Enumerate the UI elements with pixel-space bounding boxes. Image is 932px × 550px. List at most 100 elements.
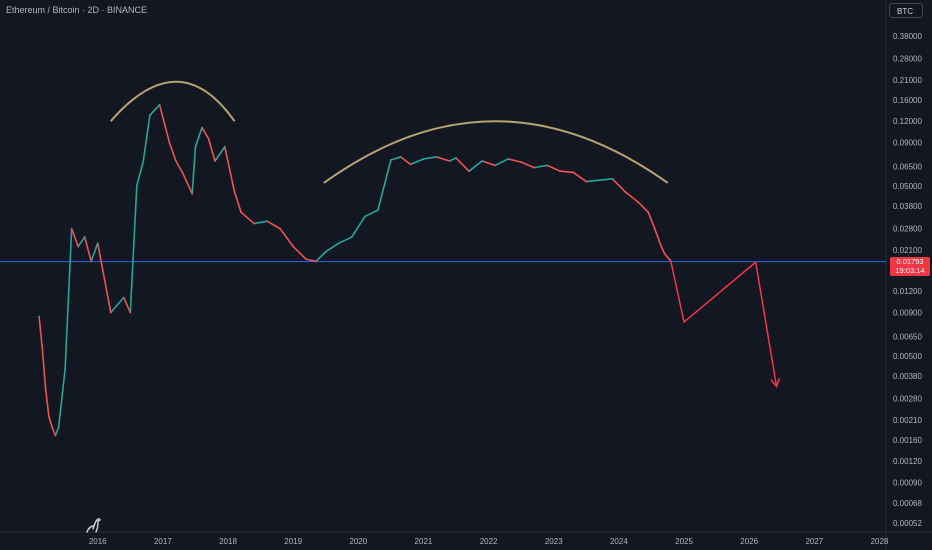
price-series-segment: [90, 242, 99, 263]
price-point: [363, 215, 366, 218]
price-point: [572, 171, 575, 174]
price-point: [507, 158, 510, 160]
y-tick-label: 0.09000: [893, 138, 922, 147]
price-point: [624, 191, 627, 193]
price-series-segment: [624, 191, 640, 204]
y-tick-label: 0.00052: [893, 519, 922, 528]
x-tick-label: 2019: [284, 537, 302, 546]
price-series-segment: [435, 156, 451, 162]
price-series-segment: [350, 215, 366, 238]
price-point: [70, 227, 73, 230]
price-point: [598, 179, 601, 182]
tradingview-dino-icon[interactable]: [84, 514, 104, 534]
y-tick-label: 0.00120: [893, 457, 922, 466]
price-point: [47, 415, 50, 418]
x-tick-label: 2023: [545, 537, 563, 546]
price-point: [64, 367, 67, 370]
price-point: [83, 236, 86, 238]
currency-unit-badge[interactable]: BTC: [889, 3, 923, 18]
x-tick-label: 2022: [480, 537, 498, 546]
y-tick-label: 0.21000: [893, 76, 922, 85]
price-series-segment: [647, 211, 656, 230]
projection-path: [670, 261, 778, 387]
price-series-segment: [233, 191, 242, 213]
price-series-segment: [409, 158, 425, 166]
y-tick-label: 0.03800: [893, 202, 922, 211]
price-series-segment: [77, 236, 86, 248]
price-point: [54, 434, 57, 437]
price-series-segment: [44, 388, 50, 418]
x-tick-label: 2026: [740, 537, 758, 546]
price-point: [129, 311, 132, 314]
price-series-segment: [422, 156, 438, 160]
price-point: [181, 171, 184, 174]
current-price-tag: 0.01793 19:03:14: [890, 257, 930, 276]
y-tick-label: 0.00210: [893, 416, 922, 425]
price-series-segment: [399, 156, 412, 166]
current-price-label: 0.01793: [896, 257, 924, 266]
price-series-segment: [585, 179, 601, 183]
price-point: [41, 347, 44, 350]
price-point: [201, 126, 203, 129]
price-point: [266, 220, 269, 223]
y-tick-label: 0.00650: [893, 332, 922, 341]
price-point: [214, 160, 216, 162]
price-series-segment: [201, 126, 210, 140]
chart-title: Ethereum / Bitcoin · 2D · BINANCE: [6, 5, 148, 15]
price-series-segment: [181, 171, 193, 195]
price-point: [223, 145, 226, 148]
price-point: [533, 166, 536, 169]
x-tick-label: 2018: [219, 537, 237, 546]
price-point: [51, 426, 54, 429]
price-series-segment: [129, 185, 138, 314]
price-point: [422, 158, 425, 160]
price-series-segment: [109, 296, 125, 314]
price-series-segment: [223, 145, 236, 193]
price-series-segment: [96, 242, 112, 314]
price-point: [142, 160, 145, 162]
price-series-segment: [240, 211, 255, 225]
top-arc-annotation-2017: [109, 80, 236, 122]
price-series-segment: [660, 245, 666, 255]
x-tick-label: 2020: [349, 537, 367, 546]
price-series-segment: [83, 236, 93, 263]
price-point: [240, 211, 242, 214]
x-tick-label: 2021: [415, 537, 433, 546]
price-point: [207, 137, 210, 140]
y-tick-label: 0.28000: [893, 55, 922, 64]
price-point: [647, 211, 650, 214]
price-point: [520, 161, 523, 163]
price-series-segment: [57, 367, 66, 429]
price-point: [253, 222, 255, 225]
price-point: [109, 311, 112, 314]
price-point: [559, 170, 562, 173]
price-series-segment: [598, 178, 614, 181]
price-series-segment: [611, 178, 627, 193]
price-series-segment: [507, 158, 522, 163]
price-point: [90, 260, 93, 263]
x-tick-label: 2024: [610, 537, 628, 546]
price-point: [135, 184, 138, 187]
y-tick-label: 0.00380: [893, 372, 922, 381]
y-tick-label: 0.01200: [893, 287, 922, 296]
price-point: [448, 160, 451, 162]
price-series-segment: [546, 164, 562, 172]
price-point: [409, 163, 412, 166]
price-series-segment: [292, 245, 307, 261]
y-tick-label: 0.00500: [893, 352, 922, 361]
price-point: [468, 170, 470, 173]
price-series-segment: [390, 156, 402, 161]
price-series-segment: [64, 227, 73, 370]
price-point: [158, 103, 161, 106]
price-point: [546, 164, 549, 167]
y-tick-label: 0.00160: [893, 436, 922, 445]
price-series-segment: [494, 158, 509, 167]
price-series-segment: [455, 157, 470, 172]
price-series-segment: [41, 348, 47, 390]
price-series-segment: [324, 242, 340, 253]
price-point: [315, 260, 317, 263]
price-point: [57, 426, 60, 429]
price-series-segment: [168, 141, 177, 162]
price-series-segment: [337, 236, 353, 244]
